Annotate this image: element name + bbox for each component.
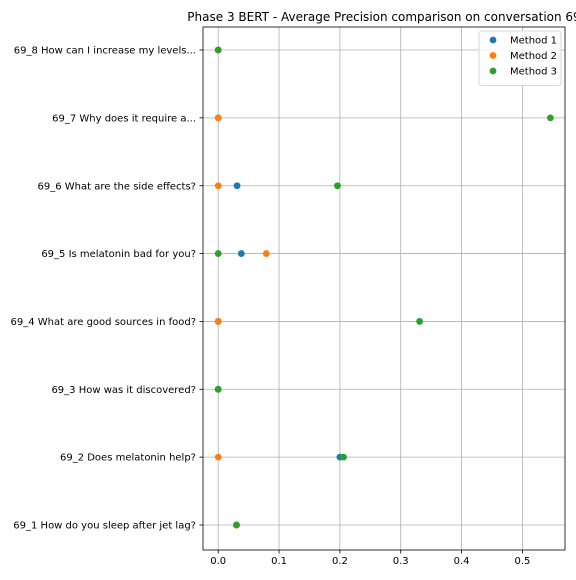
- legend-marker: [489, 36, 497, 44]
- chart-title: Phase 3 BERT - Average Precision compari…: [187, 10, 576, 24]
- data-point-method-2: [214, 182, 222, 190]
- legend-marker: [489, 52, 497, 59]
- y-axis-ticks: 69_1 How do you sleep after jet lag? 69_2…: [11, 46, 203, 532]
- x-tick-label: 0.1: [271, 556, 287, 567]
- data-point-method-3: [214, 385, 222, 393]
- data-point-method-3: [416, 318, 423, 325]
- data-point-method-3: [233, 521, 240, 529]
- x-tick-label: 0.5: [514, 556, 530, 567]
- legend-label: Method 2: [510, 51, 557, 62]
- legend-marker: [489, 67, 497, 75]
- data-point-method-3: [340, 453, 347, 461]
- y-tick-label: 69_3 How was it discovered?: [51, 385, 196, 396]
- data-point-method-3: [214, 250, 222, 257]
- legend-label: Method 3: [510, 67, 557, 78]
- x-tick-label: 0.3: [393, 556, 409, 567]
- data-point-method-1: [233, 182, 241, 190]
- y-tick-label: 69_6 What are the side effects?: [38, 181, 196, 192]
- data-point-method-2: [262, 250, 270, 257]
- y-tick-label: 69_2 Does melatonin help?: [60, 453, 196, 464]
- legend-box: [478, 30, 562, 86]
- data-point-method-2: [214, 453, 222, 461]
- y-tick-label: 69_4 What are good sources in food?: [11, 317, 196, 328]
- data-point-method-2: [214, 318, 222, 325]
- x-tick-label: 0.4: [454, 556, 470, 567]
- data-points: [214, 46, 554, 529]
- plot-frame: [202, 26, 566, 551]
- legend: Method 1 Method 2 Method 3: [478, 30, 562, 86]
- y-tick-label: 69_8 How can I increase my levels...: [14, 46, 196, 57]
- x-tick-label: 0.2: [332, 556, 348, 567]
- x-tick-label: 0.0: [210, 556, 226, 567]
- legend-label: Method 1: [510, 36, 557, 47]
- data-point-method-3: [334, 182, 341, 190]
- data-point-method-2: [214, 114, 222, 122]
- y-tick-label: 69_5 Is melatonin bad for you?: [41, 249, 196, 260]
- data-point-method-3: [546, 114, 554, 122]
- y-tick-label: 69_1 How do you sleep after jet lag?: [13, 521, 196, 532]
- data-point-method-1: [237, 250, 245, 257]
- x-axis-ticks: 0.0 0.1 0.2 0.3 0.4 0.5: [210, 550, 530, 567]
- data-point-method-3: [214, 46, 222, 54]
- y-tick-label: 69_7 Why does it require a...: [52, 113, 196, 124]
